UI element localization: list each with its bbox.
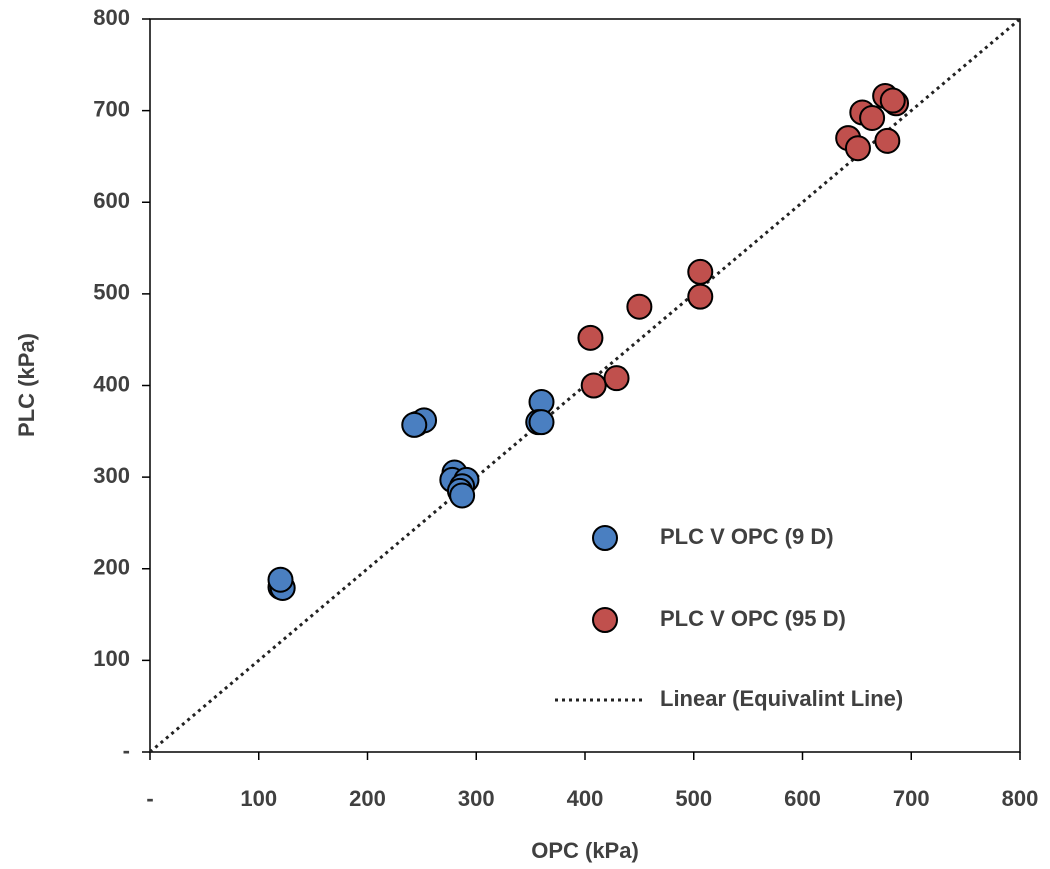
point [577,324,604,351]
legend-marker [592,525,618,551]
point [687,283,714,310]
y-axis-title: PLC (kPa) [14,333,39,437]
point [528,409,555,436]
legend-marker [592,607,618,633]
point [449,482,476,509]
x-tick-label: 500 [675,786,712,811]
legend-label: Linear (Equivalint Line) [660,686,903,711]
y-tick-label: 700 [93,96,130,121]
x-tick-label: 700 [893,786,930,811]
x-tick-label: - [146,786,153,811]
y-tick-label: 100 [93,646,130,671]
point [687,258,714,285]
x-axis-title: OPC (kPa) [531,838,639,863]
legend-label: PLC V OPC (95 D) [660,606,846,631]
x-tick-label: 400 [567,786,604,811]
point [267,566,294,593]
point [879,87,906,114]
y-tick-label: 800 [93,5,130,30]
x-tick-label: 200 [349,786,386,811]
legend-label: PLC V OPC (9 D) [660,524,834,549]
x-tick-label: 100 [240,786,277,811]
x-tick-label: 800 [1002,786,1039,811]
y-tick-label: 200 [93,555,130,580]
point [844,135,871,162]
point [859,104,886,131]
x-tick-label: 300 [458,786,495,811]
y-tick-label: 400 [93,371,130,396]
y-tick-label: 500 [93,280,130,305]
point [603,365,630,392]
y-tick-label: 300 [93,463,130,488]
point [874,127,901,154]
point [401,411,428,438]
x-tick-label: 600 [784,786,821,811]
y-tick-label: - [123,738,130,763]
y-tick-label: 600 [93,188,130,213]
point [626,293,653,320]
point [580,372,607,399]
